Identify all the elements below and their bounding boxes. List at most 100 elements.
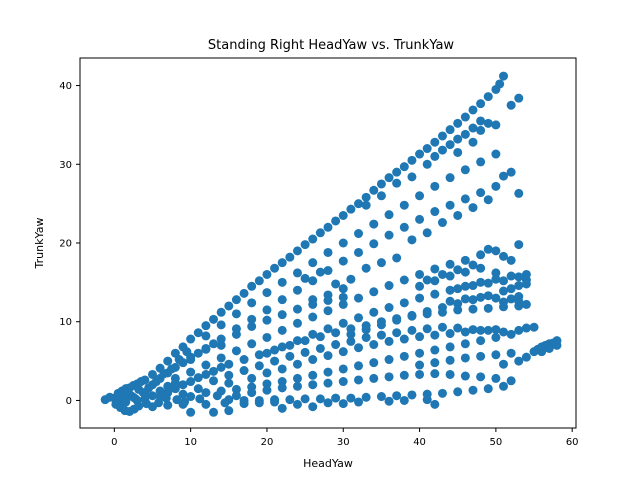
data-point [430, 137, 440, 147]
data-point [285, 252, 295, 262]
data-point [422, 275, 432, 285]
data-point [338, 364, 348, 374]
data-point [292, 246, 302, 256]
data-point [300, 394, 310, 404]
data-point [506, 329, 516, 339]
data-point [460, 255, 470, 265]
data-point [338, 399, 348, 409]
data-point [262, 379, 272, 389]
data-point [460, 294, 470, 304]
data-point [445, 329, 455, 339]
data-point [415, 281, 425, 291]
data-point [453, 134, 463, 144]
data-point [514, 272, 524, 282]
data-point [506, 255, 516, 265]
data-point [514, 296, 524, 306]
data-point [369, 287, 379, 297]
data-point [277, 342, 287, 352]
data-point [277, 403, 287, 413]
data-point [154, 398, 164, 408]
data-point [514, 93, 524, 103]
x-tick-label: 10 [184, 437, 197, 448]
data-point [216, 307, 226, 317]
data-point [384, 303, 394, 313]
data-point [308, 234, 318, 244]
data-point [354, 247, 364, 257]
data-point [186, 392, 196, 402]
data-point [430, 264, 440, 274]
data-point [277, 277, 287, 287]
data-point [361, 321, 371, 331]
data-point [195, 394, 205, 404]
data-point [430, 345, 440, 355]
data-point [346, 393, 356, 403]
data-point [292, 336, 302, 346]
data-point [172, 395, 182, 405]
data-point [147, 391, 157, 401]
data-point [422, 395, 432, 405]
data-point [216, 334, 226, 344]
data-point [308, 258, 318, 268]
data-point [476, 277, 486, 287]
x-tick-label: 60 [566, 437, 579, 448]
data-point [247, 298, 257, 308]
data-point [514, 240, 524, 250]
data-point [445, 200, 455, 210]
data-point [277, 377, 287, 387]
x-tick-label: 50 [490, 437, 503, 448]
data-point [445, 271, 455, 281]
data-point [476, 116, 486, 126]
data-point [216, 320, 226, 330]
data-point [308, 402, 318, 412]
data-point [338, 210, 348, 220]
data-point [170, 378, 180, 388]
data-point [445, 173, 455, 183]
data-point [399, 275, 409, 285]
data-point [201, 369, 211, 379]
data-point [338, 256, 348, 266]
data-point [514, 188, 524, 198]
data-point [323, 295, 333, 305]
data-point [376, 258, 386, 268]
data-point [209, 376, 219, 386]
data-point [491, 268, 501, 278]
data-point [544, 343, 554, 353]
data-point [247, 321, 257, 331]
data-point [476, 99, 486, 109]
data-point [415, 348, 425, 358]
data-point [247, 281, 257, 291]
data-point [476, 125, 486, 135]
data-point [144, 383, 154, 393]
data-point [262, 305, 272, 315]
data-point [460, 353, 470, 363]
data-point [315, 343, 325, 353]
data-point [323, 351, 333, 361]
data-point [277, 364, 287, 374]
data-point [193, 328, 203, 338]
data-point [369, 239, 379, 249]
data-point [460, 281, 470, 291]
data-point [239, 288, 249, 298]
data-point [407, 172, 417, 182]
data-point [430, 358, 440, 368]
data-point [399, 200, 409, 210]
data-point [514, 356, 524, 366]
data-point [193, 373, 203, 383]
data-point [201, 388, 211, 398]
data-point [338, 292, 348, 302]
data-point [231, 384, 241, 394]
data-point [476, 372, 486, 382]
data-point [430, 207, 440, 217]
data-point [308, 276, 318, 286]
data-point [331, 328, 341, 338]
data-point [262, 332, 272, 342]
data-point [231, 391, 241, 401]
data-point [521, 279, 531, 289]
data-point [499, 327, 509, 337]
data-point [506, 167, 516, 177]
data-point [224, 406, 234, 416]
data-point [483, 291, 493, 301]
data-point [460, 129, 470, 139]
data-point [399, 351, 409, 361]
data-point [354, 343, 364, 353]
